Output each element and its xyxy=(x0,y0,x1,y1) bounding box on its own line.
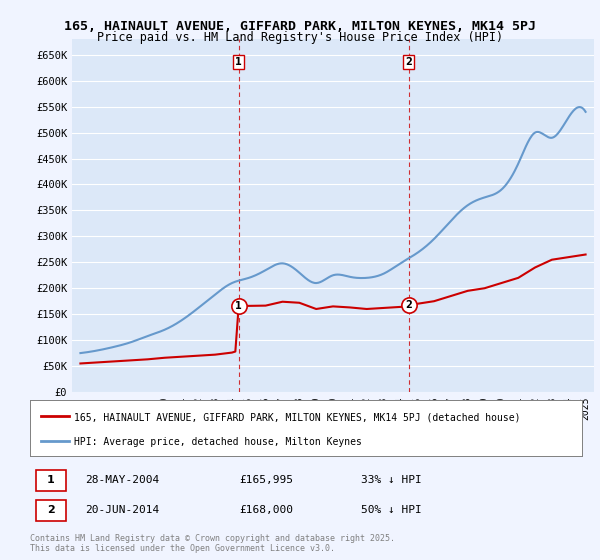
Text: 165, HAINAULT AVENUE, GIFFARD PARK, MILTON KEYNES, MK14 5PJ: 165, HAINAULT AVENUE, GIFFARD PARK, MILT… xyxy=(64,20,536,32)
Text: 1: 1 xyxy=(235,301,242,311)
Text: 20-JUN-2014: 20-JUN-2014 xyxy=(85,505,160,515)
Text: Contains HM Land Registry data © Crown copyright and database right 2025.
This d: Contains HM Land Registry data © Crown c… xyxy=(30,534,395,553)
Text: £168,000: £168,000 xyxy=(240,505,294,515)
FancyBboxPatch shape xyxy=(35,469,66,491)
Text: 28-MAY-2004: 28-MAY-2004 xyxy=(85,475,160,485)
Text: 2: 2 xyxy=(47,505,55,515)
Text: 1: 1 xyxy=(47,475,55,485)
Text: 2: 2 xyxy=(406,300,412,310)
Text: Price paid vs. HM Land Registry's House Price Index (HPI): Price paid vs. HM Land Registry's House … xyxy=(97,31,503,44)
FancyBboxPatch shape xyxy=(35,500,66,521)
Text: 50% ↓ HPI: 50% ↓ HPI xyxy=(361,505,422,515)
Text: 33% ↓ HPI: 33% ↓ HPI xyxy=(361,475,422,485)
Text: 1: 1 xyxy=(235,57,242,67)
Text: 2: 2 xyxy=(406,57,412,67)
Text: HPI: Average price, detached house, Milton Keynes: HPI: Average price, detached house, Milt… xyxy=(74,437,362,447)
Text: 165, HAINAULT AVENUE, GIFFARD PARK, MILTON KEYNES, MK14 5PJ (detached house): 165, HAINAULT AVENUE, GIFFARD PARK, MILT… xyxy=(74,412,521,422)
Text: £165,995: £165,995 xyxy=(240,475,294,485)
